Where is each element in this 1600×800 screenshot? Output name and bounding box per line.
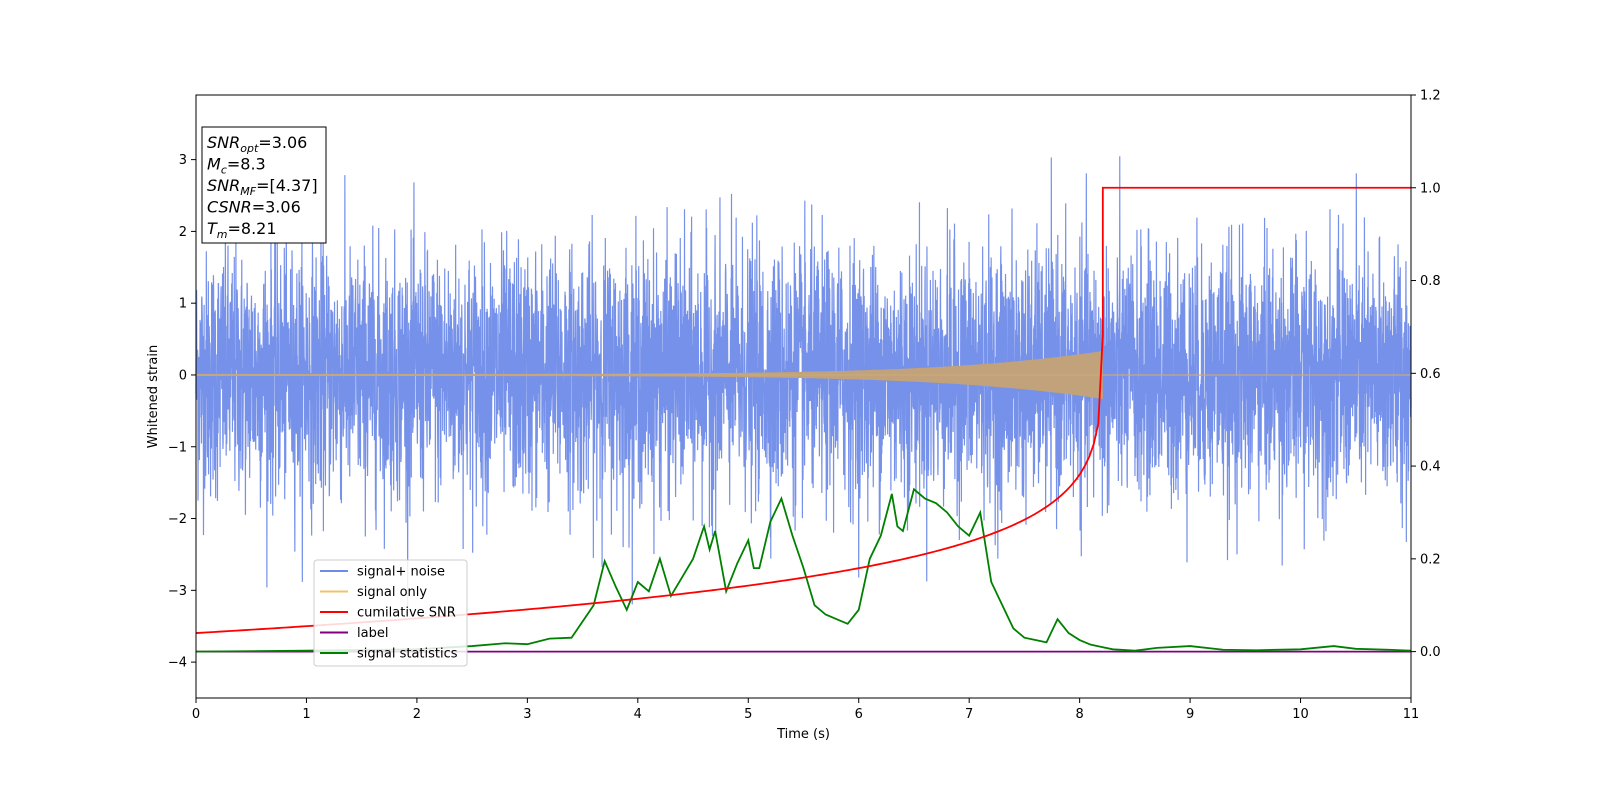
y2-tick-label: 0.6 [1420, 367, 1441, 382]
x-tick-label: 11 [1403, 707, 1420, 722]
y2-tick-label: 0.4 [1420, 460, 1441, 475]
legend: signal+ noise signal only cumilative SNR la… [313, 559, 468, 667]
plot-frame [195, 94, 1412, 699]
x-tick-label: 5 [744, 707, 752, 722]
x-tick-label: 6 [855, 707, 863, 722]
x-tick-label: 7 [965, 707, 973, 722]
series-signal-noise [195, 156, 1412, 612]
y2-tick-label: 0.8 [1420, 274, 1441, 289]
annotation-line: Tm=8.21 [207, 219, 277, 241]
y-axis-label: Whitened strain [146, 345, 161, 448]
annotation-line: Mc=8.3 [207, 155, 266, 177]
noise-trace [195, 156, 1412, 612]
annotation-line: SNRopt=3.06 [207, 133, 307, 155]
x-tick-label: 10 [1292, 707, 1309, 722]
y2-tick-label: 0.0 [1420, 645, 1441, 660]
x-axis: 0 1 2 3 4 5 6 7 8 9 10 11 [192, 698, 1419, 722]
y-tick-label: 3 [179, 153, 187, 168]
legend-frame [313, 559, 468, 667]
legend-label: signal+ noise [357, 565, 445, 580]
legend-label: label [357, 626, 388, 641]
annotation-line: SNRMF=[4.37] [207, 176, 318, 198]
x-tick-label: 2 [413, 707, 421, 722]
y-tick-label: −1 [168, 440, 187, 455]
x-tick-label: 8 [1075, 707, 1083, 722]
x-axis-label: Time (s) [776, 727, 830, 742]
y-axis-right: 1.2 1.0 0.8 0.6 0.4 0.2 0.0 [1411, 89, 1441, 660]
y-tick-label: −3 [168, 584, 187, 599]
x-tick-label: 0 [192, 707, 200, 722]
series-signal-only [196, 350, 1411, 400]
x-tick-label: 1 [302, 707, 310, 722]
y2-tick-label: 0.2 [1420, 552, 1441, 567]
y-tick-label: −2 [168, 512, 187, 527]
y2-tick-label: 1.0 [1420, 181, 1441, 196]
y-axis-left: 3 2 1 0 −1 −2 −3 −4 [168, 153, 196, 671]
legend-label: cumilative SNR [357, 606, 456, 621]
x-tick-label: 3 [523, 707, 531, 722]
legend-label: signal only [357, 585, 427, 600]
annotation-frame [201, 126, 327, 244]
y-tick-label: −4 [168, 656, 187, 671]
annotation-line: CSNR=3.06 [207, 198, 301, 217]
legend-label: signal statistics [357, 647, 458, 662]
x-tick-label: 4 [634, 707, 642, 722]
y-tick-label: 2 [179, 225, 187, 240]
y-tick-label: 1 [179, 297, 187, 312]
x-tick-label: 9 [1186, 707, 1194, 722]
y-tick-label: 0 [179, 368, 187, 383]
series-signal-statistics [195, 487, 1412, 653]
y2-tick-label: 1.2 [1420, 89, 1441, 104]
